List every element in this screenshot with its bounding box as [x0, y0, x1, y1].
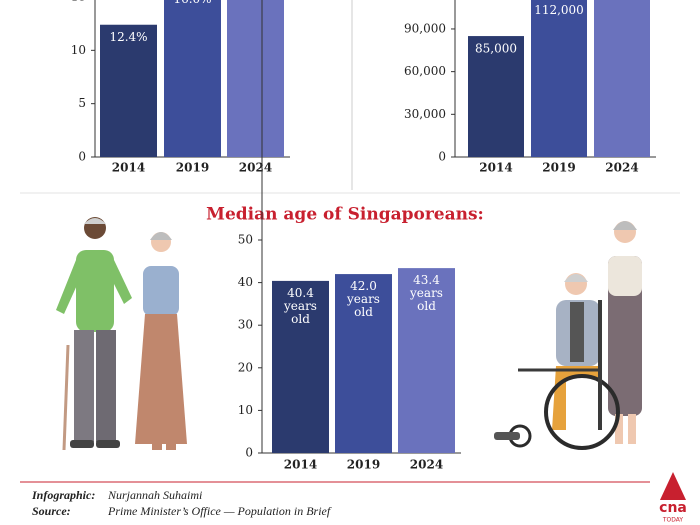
chart-title: Median age of Singaporeans: [206, 205, 484, 225]
y-tick-label: 15 [71, 0, 86, 4]
bar [335, 274, 392, 453]
illustration-wheelchair [494, 221, 642, 450]
source: Prime Minister’s Office — Population in … [107, 504, 332, 518]
bar [100, 24, 157, 157]
x-tick-label: 2014 [479, 161, 512, 175]
y-tick-label: 50 [238, 233, 253, 247]
x-tick-label: 2024 [239, 161, 272, 175]
value-label: 85,000 [475, 42, 517, 56]
x-tick-label: 2014 [112, 161, 145, 175]
value-label: 12.4% [109, 30, 147, 44]
bar [227, 0, 284, 157]
y-tick-label: 20 [238, 360, 253, 374]
x-tick-label: 2019 [347, 458, 380, 472]
illustration-couple [56, 217, 187, 451]
logo-brand: cna [659, 500, 687, 516]
credit: Nurjannah Suhaimi [107, 488, 202, 502]
x-tick-label: 2024 [410, 458, 443, 472]
bar [164, 0, 221, 158]
value-label: 16.0% [173, 0, 211, 6]
logo-sub: TODAY [662, 517, 684, 524]
value-label: 42.0 years old [346, 279, 380, 319]
y-tick-label: 10 [238, 403, 253, 417]
y-tick-label: 30 [238, 318, 253, 332]
bar [272, 280, 329, 453]
y-tick-label: 0 [78, 150, 86, 164]
bar [398, 268, 455, 453]
x-tick-label: 2014 [284, 458, 317, 472]
y-tick-label: 5 [78, 96, 86, 110]
value-label: 40.4 years old [283, 285, 317, 325]
x-tick-label: 2024 [605, 161, 638, 175]
x-tick-label: 2019 [542, 161, 575, 175]
logo: cna TODAY [659, 472, 687, 524]
credit-label: Infographic: [31, 488, 95, 502]
y-tick-label: 10 [71, 43, 86, 57]
bar [594, 0, 650, 157]
value-label: 43.4 years old [409, 273, 443, 313]
y-tick-label: 0 [438, 150, 446, 164]
source-label: Source: [32, 504, 71, 518]
bar [468, 36, 524, 158]
x-tick-label: 2019 [176, 161, 209, 175]
y-tick-label: 40 [238, 275, 253, 289]
y-tick-label: 30,000 [404, 107, 446, 121]
value-label: 112,000 [534, 3, 584, 17]
bar [531, 0, 587, 158]
y-tick-label: 60,000 [404, 64, 446, 78]
y-tick-label: 0 [245, 446, 253, 460]
y-tick-label: 90,000 [404, 21, 446, 35]
